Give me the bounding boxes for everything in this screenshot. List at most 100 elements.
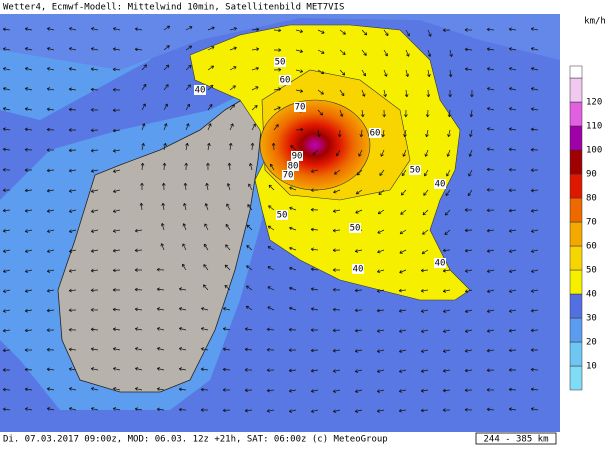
legend-unit: km/h (584, 17, 606, 27)
wind-arrow (530, 308, 539, 313)
wind-arrow (90, 27, 99, 31)
wind-arrow (207, 123, 212, 131)
wind-arrow (339, 49, 346, 55)
wind-arrow (425, 109, 430, 118)
wind-arrow (134, 387, 143, 391)
wind-arrow (425, 129, 429, 138)
wind-arrow (469, 129, 473, 138)
wind-arrow (420, 329, 429, 333)
wind-arrow (134, 287, 143, 292)
wind-arrow (160, 223, 165, 231)
label-box (434, 179, 446, 189)
wind-arrow (2, 229, 11, 233)
wind-arrow (244, 327, 253, 332)
wind-arrow (24, 328, 33, 333)
legend-box (569, 77, 583, 103)
wind-arrow (289, 226, 297, 231)
wind-arrow (422, 229, 429, 235)
wind-arrow (310, 348, 319, 353)
wind-arrow (24, 348, 33, 352)
wind-arrow (178, 407, 187, 412)
wind-arrow (200, 367, 209, 372)
wind-arrow (310, 328, 319, 332)
wind-arrow (68, 387, 77, 391)
wind-arrow (486, 47, 495, 52)
wind-arrow (337, 129, 342, 138)
wind-arrow (160, 243, 165, 251)
wind-arrow (266, 368, 275, 373)
wind-arrow (178, 347, 187, 351)
wind-arrow (423, 189, 429, 196)
wind-arrow (290, 145, 297, 151)
wind-arrow (376, 308, 385, 313)
wind-arrow (295, 89, 304, 93)
wind-arrow (427, 49, 432, 57)
wind-arrow (486, 348, 495, 353)
wind-arrow (68, 47, 77, 51)
legend-box (569, 245, 583, 271)
wind-arrow (184, 162, 189, 171)
wind-arrow (332, 268, 341, 272)
legend-label: 10 (586, 362, 597, 372)
wind-arrow (288, 388, 297, 393)
wind-arrow (464, 269, 473, 273)
wind-arrow (339, 69, 346, 76)
title: Wetter4, Ecmwf-Modell: Mittelwind 10min,… (3, 3, 344, 13)
wind-arrow (2, 27, 11, 32)
wind-arrow (464, 349, 473, 353)
wind-arrow (183, 182, 188, 191)
wind-arrow (207, 65, 215, 71)
wind-arrow (90, 249, 99, 253)
label-box (194, 85, 206, 95)
wind-arrow (376, 369, 385, 373)
wind-arrow (336, 149, 341, 157)
wind-arrow (207, 103, 213, 111)
legend-box (569, 149, 583, 175)
wind-arrow (229, 27, 238, 31)
wind-arrow (508, 289, 517, 293)
wind-arrow (486, 388, 495, 392)
wind-arrow (68, 288, 77, 293)
wind-arrow (289, 186, 297, 191)
wind-arrow (354, 249, 363, 253)
wind-arrow (420, 309, 429, 313)
wind-arrow (310, 389, 319, 393)
wind-arrow (68, 27, 77, 31)
wind-arrow (46, 209, 55, 213)
wind-arrow (251, 66, 259, 71)
wind-arrow (404, 109, 408, 118)
wind-arrow (530, 229, 539, 233)
wind-arrow (354, 369, 363, 373)
wind-arrow (530, 407, 539, 411)
wind-arrow (289, 266, 297, 271)
wind-arrow (185, 26, 193, 31)
wind-arrow (486, 127, 495, 131)
wind-arrow (468, 169, 473, 177)
wind-arrow (339, 109, 344, 117)
wind-arrow (508, 387, 517, 392)
wind-arrow (185, 45, 193, 51)
wind-arrow (163, 123, 168, 131)
wind-arrow (203, 243, 209, 251)
wind-arrow (317, 129, 321, 138)
wind-arrow (288, 348, 297, 352)
wind-arrow (46, 328, 55, 332)
wind-arrow (376, 389, 385, 393)
wind-arrow (354, 308, 363, 313)
wind-arrow (90, 308, 99, 312)
wind-arrow (222, 347, 231, 352)
wind-arrow (334, 169, 341, 175)
wind-arrow (486, 289, 495, 293)
wind-arrow (424, 169, 429, 177)
wind-arrow (207, 26, 215, 31)
wind-arrow (244, 388, 253, 393)
wind-arrow (112, 347, 121, 351)
wind-arrow (68, 189, 77, 193)
wind-arrow (442, 248, 451, 253)
wind-arrow (332, 248, 341, 253)
wind-arrow (90, 87, 99, 92)
wind-arrow (508, 27, 517, 32)
wind-arrow (181, 263, 187, 271)
wind-arrow (273, 67, 282, 72)
wind-arrow (2, 188, 11, 193)
